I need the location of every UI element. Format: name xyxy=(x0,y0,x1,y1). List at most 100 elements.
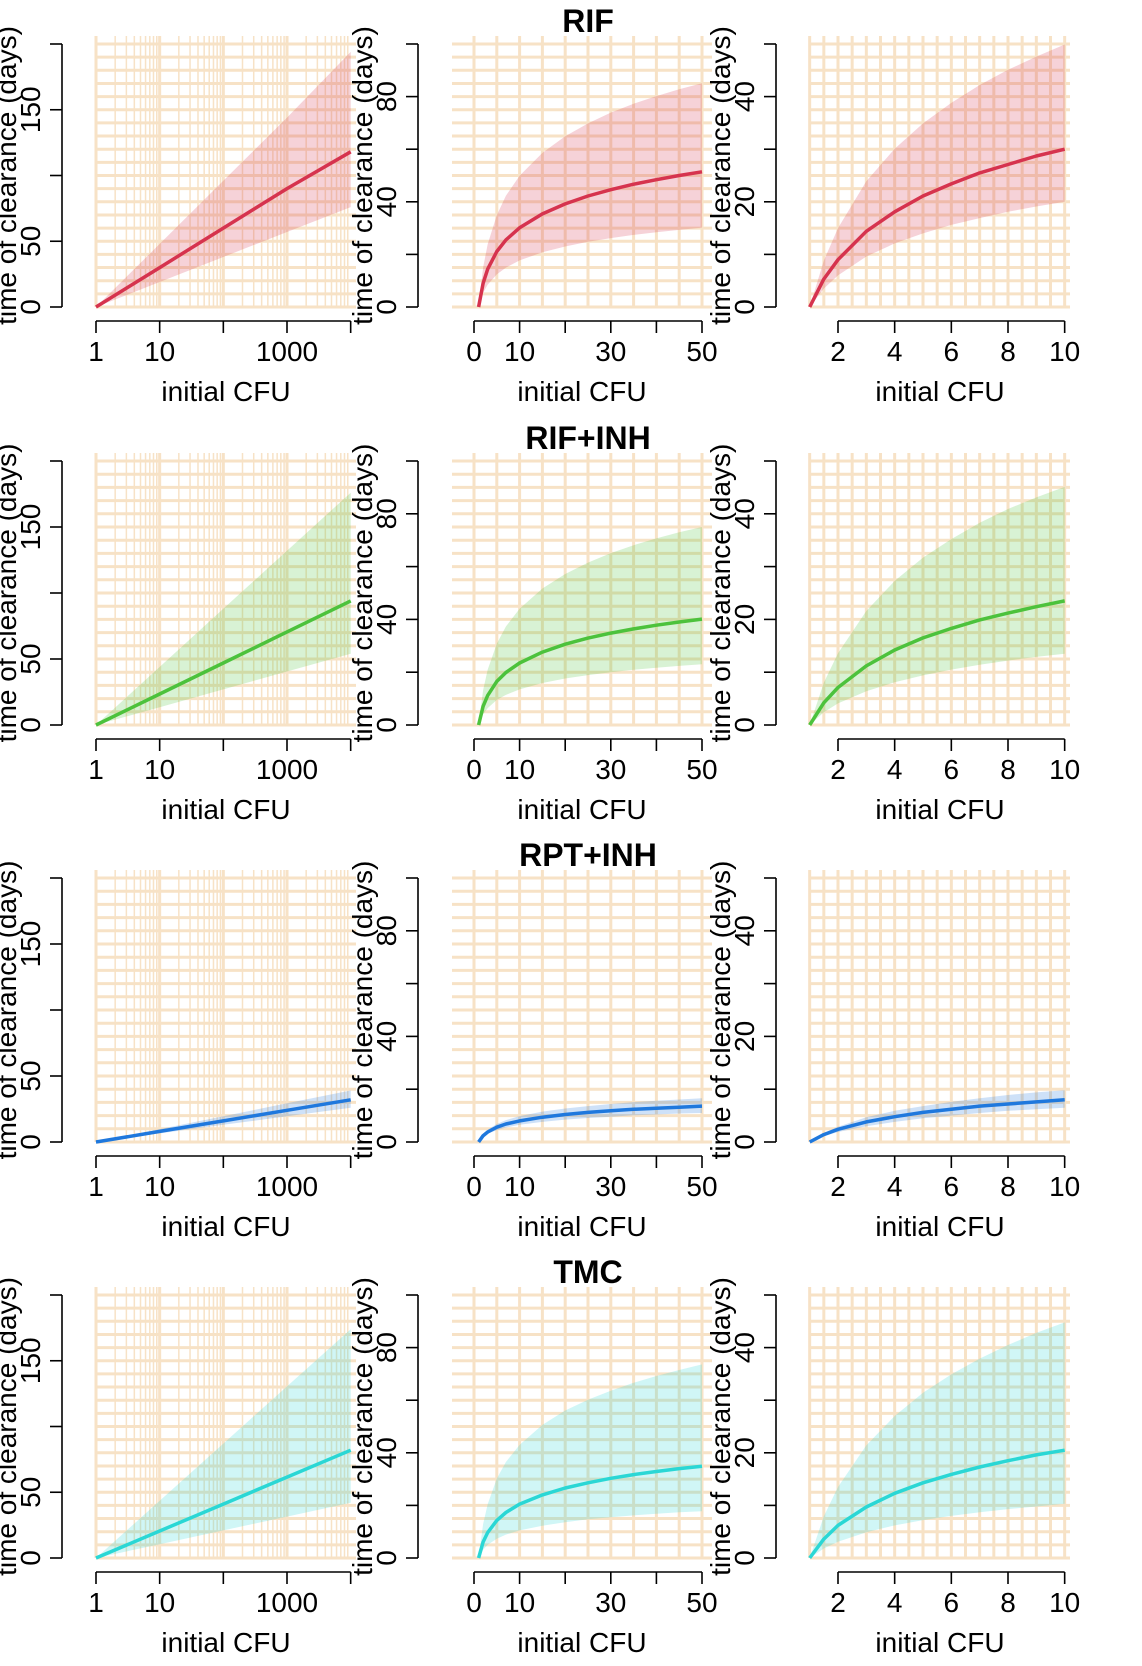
uncertainty-band xyxy=(478,1364,702,1558)
x-tick-label: 8 xyxy=(1000,1171,1016,1202)
y-axis-title: time of clearance (days) xyxy=(0,861,22,1160)
y-axis-title: time of clearance (days) xyxy=(347,444,378,743)
y-tick-label: 50 xyxy=(15,1060,46,1091)
x-tick-label: 0 xyxy=(466,336,482,367)
y-tick-label: 150 xyxy=(15,1337,46,1384)
x-tick-label: 50 xyxy=(686,336,717,367)
uncertainty-band xyxy=(96,1090,351,1142)
uncertainty-band xyxy=(478,527,702,725)
x-tick-label: 1000 xyxy=(256,1587,318,1618)
y-axis-title: time of clearance (days) xyxy=(705,861,736,1160)
x-axis-title: initial CFU xyxy=(161,376,290,407)
y-tick-label: 0 xyxy=(371,717,402,733)
median-line xyxy=(808,1448,1065,1560)
x-axis-title: initial CFU xyxy=(875,794,1004,825)
x-tick-label: 10 xyxy=(504,754,535,785)
x-tick-label: 50 xyxy=(686,1171,717,1202)
x-axis: 2 4 6 8 10 initial CFU xyxy=(830,738,1080,825)
x-axis: 2 4 6 8 10 initial CFU xyxy=(830,320,1080,407)
y-tick-label: 20 xyxy=(729,186,760,217)
y-axis-title: time of clearance (days) xyxy=(0,26,22,325)
x-tick-label: 1 xyxy=(88,754,104,785)
x-axis: 1 10 1000 initial CFU xyxy=(88,1571,352,1658)
y-tick-label: 0 xyxy=(371,1134,402,1150)
x-tick-label: 8 xyxy=(1000,754,1016,785)
y-tick-label: 80 xyxy=(371,81,402,112)
y-tick-label: 20 xyxy=(729,604,760,635)
x-axis-title: initial CFU xyxy=(875,1627,1004,1658)
x-tick-label: 1000 xyxy=(256,754,318,785)
gridlines xyxy=(452,870,712,1144)
x-tick-label: 30 xyxy=(595,754,626,785)
y-tick-label: 0 xyxy=(371,1550,402,1566)
median-line xyxy=(95,150,352,309)
y-tick-label: 80 xyxy=(371,498,402,529)
uncertainty-band xyxy=(96,492,351,725)
y-axis-title: time of clearance (days) xyxy=(347,861,378,1160)
x-tick-label: 10 xyxy=(144,1171,175,1202)
y-tick-label: 0 xyxy=(729,717,760,733)
gridlines xyxy=(452,1287,712,1560)
x-axis: 0 10 30 50 initial CFU xyxy=(466,1571,718,1658)
panel-title: TMC xyxy=(553,1254,622,1290)
x-axis: 1 10 1000 initial CFU xyxy=(88,320,352,407)
y-tick-label: 40 xyxy=(371,1437,402,1468)
y-tick-label: 0 xyxy=(729,299,760,315)
x-tick-label: 0 xyxy=(466,754,482,785)
uncertainty-band xyxy=(809,44,1065,307)
x-axis-title: initial CFU xyxy=(517,1211,646,1242)
x-tick-label: 50 xyxy=(686,1587,717,1618)
median-line xyxy=(95,599,352,727)
x-tick-label: 10 xyxy=(144,1587,175,1618)
x-tick-label: 30 xyxy=(595,336,626,367)
x-tick-label: 4 xyxy=(887,1171,903,1202)
y-axis-title: time of clearance (days) xyxy=(0,1277,22,1576)
x-tick-label: 50 xyxy=(686,754,717,785)
y-tick-label: 40 xyxy=(729,1332,760,1363)
x-tick-label: 1 xyxy=(88,1587,104,1618)
x-tick-label: 30 xyxy=(595,1587,626,1618)
x-axis-title: initial CFU xyxy=(875,1211,1004,1242)
y-tick-label: 80 xyxy=(371,915,402,946)
y-tick-label: 0 xyxy=(729,1550,760,1566)
y-tick-label: 50 xyxy=(15,226,46,257)
y-tick-label: 0 xyxy=(729,1134,760,1150)
x-tick-label: 10 xyxy=(504,336,535,367)
x-tick-label: 4 xyxy=(887,754,903,785)
gridlines xyxy=(94,1287,356,1560)
gridlines xyxy=(94,870,356,1144)
median-line xyxy=(808,599,1066,726)
median-line xyxy=(476,1464,703,1559)
x-axis-title: initial CFU xyxy=(875,376,1004,407)
uncertainty-band xyxy=(478,1098,702,1142)
y-tick-label: 40 xyxy=(729,81,760,112)
y-tick-label: 20 xyxy=(729,1021,760,1052)
uncertainty-band xyxy=(809,1322,1065,1558)
y-tick-label: 150 xyxy=(15,921,46,968)
x-tick-label: 4 xyxy=(887,1587,903,1618)
x-tick-label: 10 xyxy=(1049,754,1080,785)
median-line xyxy=(95,1098,351,1144)
x-tick-label: 10 xyxy=(1049,1171,1080,1202)
panel-title: RIF xyxy=(562,3,614,39)
y-tick-label: 0 xyxy=(15,1550,46,1566)
y-tick-label: 0 xyxy=(371,299,402,315)
median-line xyxy=(477,1104,703,1144)
median-line xyxy=(476,617,703,726)
gridlines xyxy=(808,453,1070,727)
y-axis-title: time of clearance (days) xyxy=(705,444,736,743)
x-axis: 2 4 6 8 10 initial CFU xyxy=(830,1155,1080,1242)
y-axis-title: time of clearance (days) xyxy=(705,26,736,325)
uncertainty-band xyxy=(809,486,1065,725)
y-tick-label: 40 xyxy=(729,915,760,946)
